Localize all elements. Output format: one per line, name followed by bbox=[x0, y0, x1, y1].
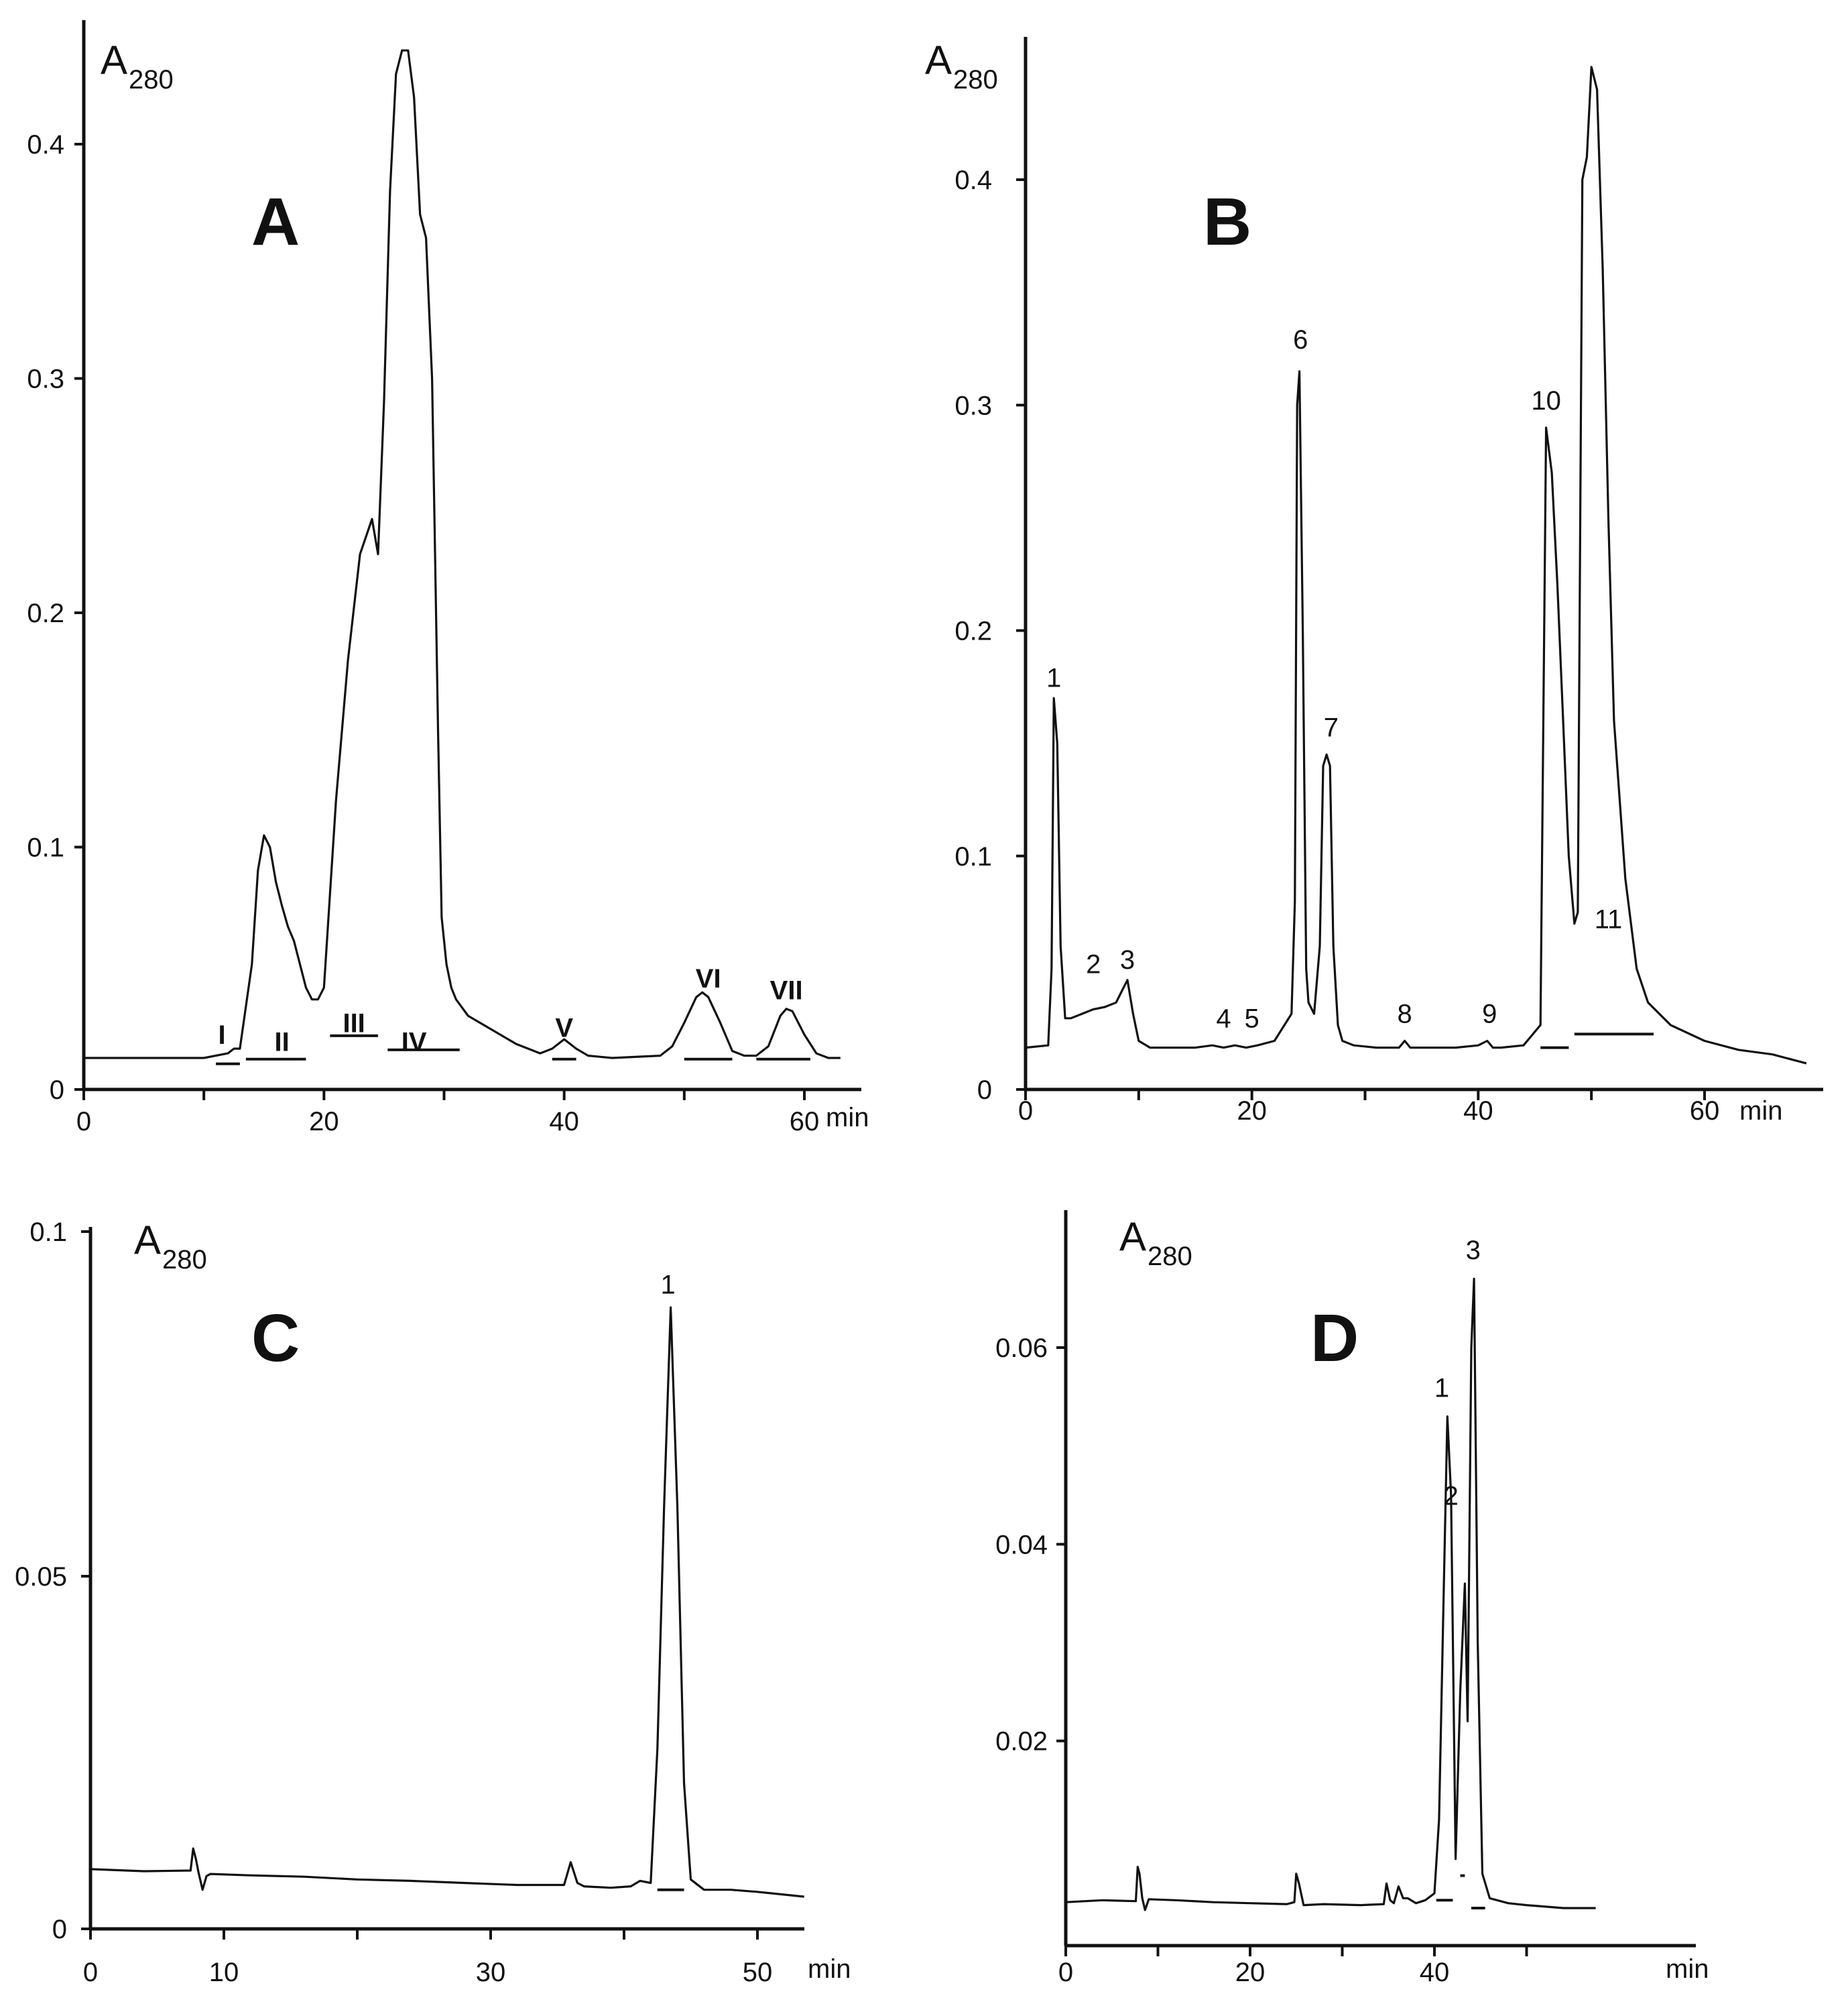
y-axis-label-subscript: 280 bbox=[1148, 1242, 1192, 1271]
y-axis-label-main: A bbox=[101, 38, 127, 82]
panel-c: 0 0.05 0.1 0 10 30 50 min A 280 C 1 bbox=[15, 1218, 851, 1987]
y-tick-label: 0.4 bbox=[27, 130, 64, 160]
y-tick-label: 0 bbox=[977, 1075, 992, 1105]
y-axis-label-main: A bbox=[925, 38, 952, 82]
x-tick-label: 0 bbox=[76, 1107, 91, 1136]
x-tick-label: 0 bbox=[1058, 1958, 1073, 1987]
y-tick-label: 0 bbox=[50, 1075, 64, 1105]
y-tick-label: 0.3 bbox=[954, 391, 992, 420]
y-tick-label: 0.05 bbox=[15, 1562, 67, 1592]
peak-label: 7 bbox=[1324, 713, 1339, 743]
peak-label: 8 bbox=[1397, 1000, 1412, 1029]
peak-label: 10 bbox=[1531, 386, 1561, 416]
x-tick-label: 40 bbox=[1420, 1958, 1450, 1987]
fraction-label: III bbox=[343, 1009, 365, 1039]
y-tick-label: 0.1 bbox=[27, 833, 64, 863]
fraction-label: II bbox=[275, 1028, 290, 1057]
x-unit-label: min bbox=[1666, 1954, 1709, 1984]
fraction-label: V bbox=[555, 1014, 573, 1043]
y-tick-label: 0.3 bbox=[27, 365, 64, 394]
x-tick-label: 0 bbox=[83, 1958, 98, 1987]
x-tick-label: 30 bbox=[476, 1958, 506, 1987]
chromatogram-trace bbox=[84, 49, 841, 1059]
panel-letter: A bbox=[251, 184, 300, 259]
x-tick-label: 10 bbox=[209, 1958, 239, 1987]
y-axis-label-subscript: 280 bbox=[129, 65, 174, 95]
x-unit-label: min bbox=[808, 1954, 851, 1984]
x-tick-label: 40 bbox=[1463, 1096, 1493, 1126]
chromatogram-trace bbox=[1065, 1277, 1596, 1911]
peak-label: 11 bbox=[1595, 904, 1623, 934]
fraction-label: IV bbox=[402, 1028, 427, 1057]
y-tick-label: 0.1 bbox=[954, 842, 992, 872]
fraction-label: VI bbox=[696, 964, 721, 994]
y-axis-label-main: A bbox=[134, 1218, 161, 1262]
panel-letter: C bbox=[251, 1301, 300, 1376]
y-tick-label: 0.04 bbox=[995, 1530, 1048, 1559]
y-axis-label-main: A bbox=[1119, 1214, 1146, 1259]
peak-label: 2 bbox=[1444, 1482, 1459, 1511]
peak-label: 9 bbox=[1482, 1000, 1497, 1029]
peak-label: 6 bbox=[1293, 325, 1308, 355]
panel-letter: D bbox=[1310, 1301, 1359, 1376]
x-tick-label: 40 bbox=[549, 1107, 579, 1136]
fraction-label: I bbox=[218, 1020, 225, 1050]
peak-label: 1 bbox=[1046, 664, 1061, 693]
chromatogram-trace bbox=[90, 1306, 804, 1898]
y-tick-label: 0 bbox=[52, 1915, 67, 1944]
y-tick-label: 0.02 bbox=[995, 1727, 1048, 1757]
peak-label: 2 bbox=[1086, 950, 1101, 980]
y-tick-label: 0.2 bbox=[954, 617, 992, 646]
peak-label: 4 bbox=[1216, 1004, 1231, 1033]
panel-d: 0.02 0.04 0.06 0 20 40 min A 280 D 1 2 3 bbox=[995, 1210, 1709, 1987]
y-axis-label-subscript: 280 bbox=[162, 1245, 207, 1275]
x-tick-label: 60 bbox=[1690, 1096, 1720, 1126]
y-tick-label: 0.1 bbox=[29, 1218, 67, 1247]
peak-label: 3 bbox=[1466, 1236, 1481, 1265]
x-tick-label: 20 bbox=[1237, 1096, 1267, 1126]
peak-label: 1 bbox=[661, 1270, 676, 1300]
x-tick-label: 20 bbox=[1235, 1958, 1266, 1987]
x-unit-label: min bbox=[826, 1103, 869, 1132]
y-axis-label-subscript: 280 bbox=[953, 65, 998, 95]
peak-label: 5 bbox=[1245, 1004, 1259, 1033]
chromatogram-trace bbox=[1025, 66, 1807, 1065]
panel-letter: B bbox=[1203, 184, 1251, 259]
y-tick-label: 0.06 bbox=[995, 1334, 1048, 1363]
x-tick-label: 0 bbox=[1018, 1096, 1033, 1126]
x-unit-label: min bbox=[1739, 1096, 1782, 1126]
peak-label: 1 bbox=[1434, 1373, 1449, 1403]
peak-label: 3 bbox=[1120, 945, 1135, 975]
fraction-label: VII bbox=[770, 976, 803, 1006]
y-tick-label: 0.2 bbox=[27, 599, 64, 628]
x-tick-label: 60 bbox=[790, 1107, 820, 1136]
y-tick-label: 0.4 bbox=[954, 166, 992, 195]
x-tick-label: 50 bbox=[743, 1958, 773, 1987]
x-tick-label: 20 bbox=[309, 1107, 339, 1136]
